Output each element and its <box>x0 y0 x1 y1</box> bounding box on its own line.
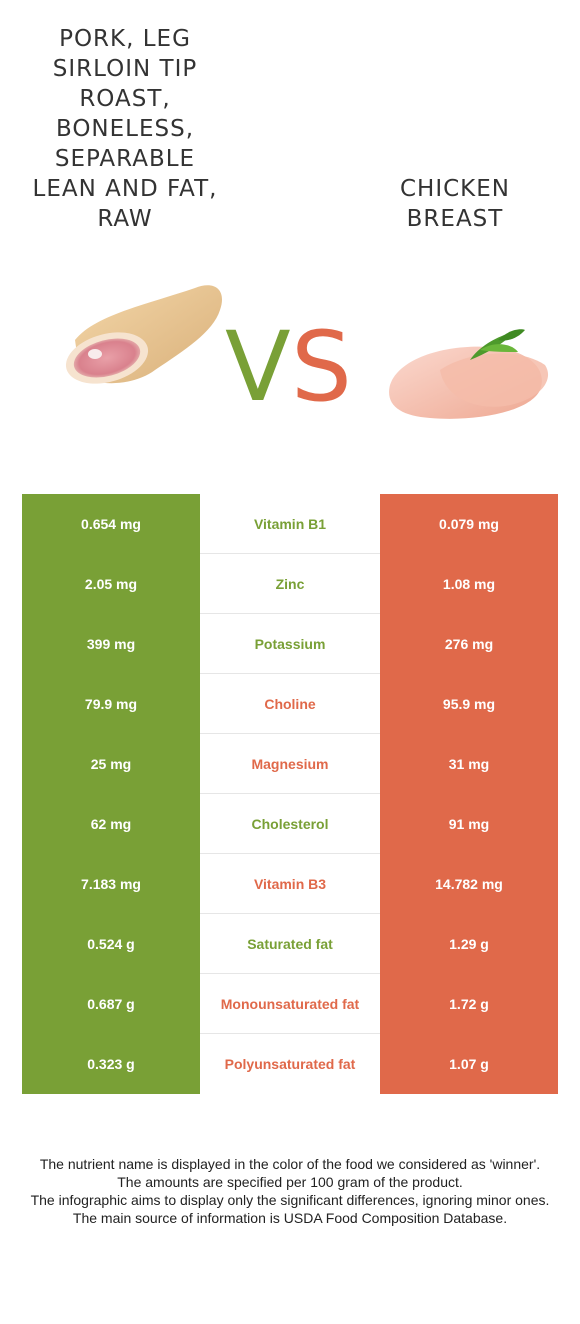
left-value: 79.9 mg <box>22 674 200 734</box>
left-food-title: Pork, leg sirloin tip roast, boneless, s… <box>32 26 218 232</box>
footer-note: The nutrient name is displayed in the co… <box>39 1156 541 1172</box>
table-row: 7.183 mg Vitamin B3 14.782 mg <box>22 854 558 914</box>
left-value: 0.654 mg <box>22 494 200 554</box>
right-food-title: Chicken breast <box>399 176 511 232</box>
table-row: 62 mg Cholesterol 91 mg <box>22 794 558 854</box>
right-value: 1.72 g <box>380 974 558 1034</box>
right-value: 95.9 mg <box>380 674 558 734</box>
right-value: 91 mg <box>380 794 558 854</box>
table-row: 0.654 mg Vitamin B1 0.079 mg <box>22 494 558 554</box>
table-row: 0.323 g Polyunsaturated fat 1.07 g <box>22 1034 558 1094</box>
right-value: 276 mg <box>380 614 558 674</box>
nutrient-name: Zinc <box>275 576 305 592</box>
right-value: 31 mg <box>380 734 558 794</box>
right-value: 1.29 g <box>380 914 558 974</box>
table-row: 0.524 g Saturated fat 1.29 g <box>22 914 558 974</box>
table-row: 399 mg Potassium 276 mg <box>22 614 558 674</box>
nutrient-name: Choline <box>264 696 316 712</box>
left-value: 0.687 g <box>22 974 200 1034</box>
nutrient-name: Vitamin B3 <box>253 876 327 892</box>
table-row: 79.9 mg Choline 95.9 mg <box>22 674 558 734</box>
footer-note: The main source of information is USDA F… <box>72 1210 508 1226</box>
left-value: 399 mg <box>22 614 200 674</box>
vs-s-letter: S <box>291 322 350 402</box>
table-row: 2.05 mg Zinc 1.08 mg <box>22 554 558 614</box>
nutrient-name: Polyunsaturated fat <box>224 1056 356 1072</box>
nutrient-name: Magnesium <box>251 756 329 772</box>
footer-notes: The nutrient name is displayed in the co… <box>30 1155 550 1227</box>
right-value: 1.07 g <box>380 1034 558 1094</box>
comparison-table: 0.654 mg Vitamin B1 0.079 mg 2.05 mg Zinc 1.0… <box>22 494 558 1094</box>
nutrient-name: Cholesterol <box>251 816 329 832</box>
table-row: 25 mg Magnesium 31 mg <box>22 734 558 794</box>
nutrient-name: Vitamin B1 <box>253 516 327 532</box>
left-value: 62 mg <box>22 794 200 854</box>
footer-note: The amounts are specified per 100 gram o… <box>117 1174 463 1190</box>
table-row: 0.687 g Monounsaturated fat 1.72 g <box>22 974 558 1034</box>
left-value: 0.524 g <box>22 914 200 974</box>
chicken-breast-image <box>389 329 549 419</box>
nutrient-name: Saturated fat <box>247 936 333 952</box>
vs-v-letter: V <box>225 322 291 402</box>
left-value: 7.183 mg <box>22 854 200 914</box>
left-value: 0.323 g <box>22 1034 200 1094</box>
right-value: 1.08 mg <box>380 554 558 614</box>
nutrient-name: Potassium <box>254 636 326 652</box>
vs-label: V S <box>225 322 350 402</box>
right-value: 0.079 mg <box>380 494 558 554</box>
right-value: 14.782 mg <box>380 854 558 914</box>
left-value: 2.05 mg <box>22 554 200 614</box>
pork-leg-image <box>65 285 223 384</box>
left-value: 25 mg <box>22 734 200 794</box>
nutrient-name: Monounsaturated fat <box>220 996 360 1012</box>
footer-note: The infographic aims to display only the… <box>30 1192 550 1208</box>
